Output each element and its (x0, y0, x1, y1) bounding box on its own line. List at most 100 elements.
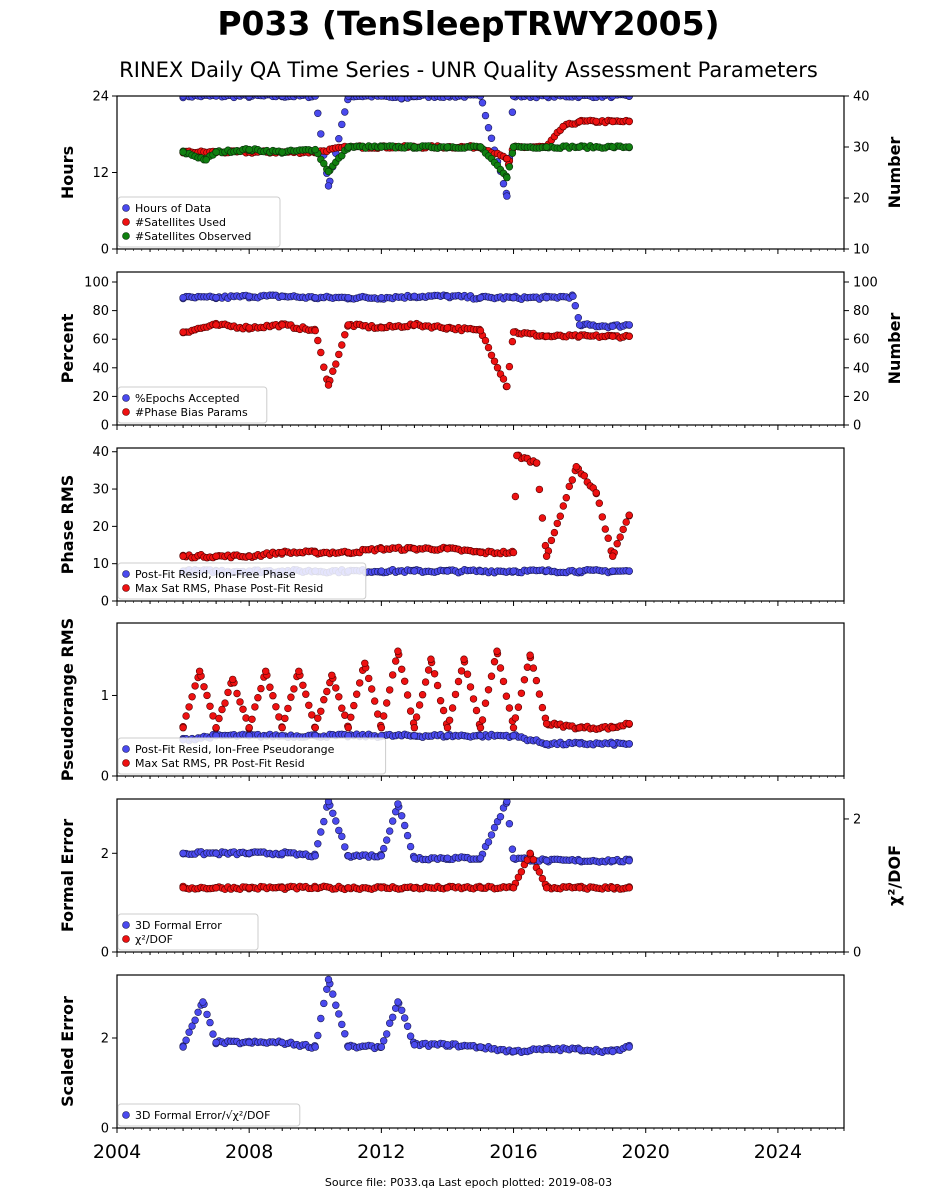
data-point (511, 492, 520, 501)
legend-marker (122, 584, 130, 592)
data-point (499, 677, 508, 686)
data-point (526, 849, 534, 857)
data-point (284, 704, 292, 713)
plot-area (179, 975, 633, 1057)
legend-frame (117, 386, 268, 424)
data-point (179, 552, 187, 560)
data-point (287, 693, 295, 701)
data-point (401, 1014, 409, 1022)
data-point (262, 667, 270, 675)
data-point (509, 96, 518, 100)
data-point (311, 145, 319, 154)
data-point (503, 382, 511, 391)
y-tick-label: 2 (101, 847, 109, 862)
data-point (377, 96, 386, 100)
y2-tick-label: 100 (853, 276, 878, 291)
data-point (509, 854, 518, 862)
data-point (410, 731, 419, 740)
data-point (443, 884, 452, 892)
data-point (324, 381, 333, 389)
data-point (410, 143, 419, 151)
data-point (535, 868, 544, 876)
data-point (476, 1043, 485, 1051)
y-tick-label: 0 (101, 1122, 109, 1137)
y2-tick-label: 60 (853, 333, 870, 348)
data-point (514, 703, 523, 711)
data-point (608, 552, 617, 560)
data-point (625, 143, 633, 151)
y-tick-label: 40 (92, 445, 109, 460)
data-point (389, 817, 397, 825)
data-point (377, 545, 386, 553)
legend-entry: 3D Formal Error (135, 919, 222, 932)
legend: %Epochs Accepted#Phase Bias Params (117, 386, 268, 424)
x-tick-label: 2008 (225, 1141, 273, 1163)
series-%Epochs Accepted (179, 291, 633, 332)
data-point (239, 705, 247, 713)
data-point (476, 548, 485, 557)
data-point (490, 823, 499, 832)
data-point (565, 482, 573, 491)
data-point (344, 1043, 352, 1051)
data-point (476, 731, 485, 740)
data-point (490, 657, 499, 666)
data-point (317, 130, 325, 138)
data-point (377, 1043, 386, 1051)
data-point (542, 1045, 551, 1054)
data-point (317, 1014, 325, 1023)
y2-tick-label: 40 (853, 90, 870, 105)
data-point (341, 331, 349, 339)
data-point (323, 687, 331, 696)
data-point (542, 143, 551, 151)
data-point (625, 1043, 633, 1051)
data-point (311, 723, 319, 732)
data-point (575, 567, 584, 575)
data-point (377, 723, 386, 732)
data-point (575, 332, 584, 340)
data-point (182, 1036, 190, 1044)
data-point (386, 827, 394, 835)
data-point (571, 302, 579, 310)
data-point (278, 1038, 286, 1047)
data-point (443, 1041, 452, 1049)
data-point (443, 292, 452, 300)
data-point (344, 294, 352, 302)
data-point (463, 670, 472, 678)
data-point (182, 712, 190, 720)
data-point (350, 701, 358, 710)
data-point (415, 701, 424, 709)
data-point (608, 143, 617, 151)
data-point (224, 688, 232, 697)
y-tick-label: 40 (92, 361, 109, 376)
data-point (383, 1030, 391, 1038)
data-point (229, 675, 237, 684)
data-point (257, 684, 265, 693)
data-point (371, 697, 379, 705)
data-point (347, 713, 355, 721)
data-point (311, 852, 319, 860)
legend-marker (122, 570, 130, 578)
data-point (278, 148, 286, 156)
data-point (410, 292, 419, 300)
data-point (329, 990, 337, 998)
data-point (212, 849, 220, 857)
data-point (314, 1031, 322, 1040)
data-point (299, 681, 307, 689)
data-point (324, 167, 333, 176)
y-tick-label: 0 (101, 243, 109, 258)
data-point (574, 314, 582, 322)
data-point (209, 1030, 217, 1038)
legend-marker (122, 745, 130, 753)
data-point (311, 1043, 319, 1051)
footer-source-text: Source file: P033.qa Last epoch plotted:… (324, 1176, 613, 1189)
y-axis-label: Phase RMS (58, 475, 77, 575)
data-point (503, 173, 511, 182)
data-point (509, 884, 518, 892)
data-point (179, 849, 187, 857)
data-point (487, 672, 496, 680)
data-point (410, 854, 419, 862)
data-point (538, 514, 547, 522)
data-point (553, 519, 561, 528)
data-point (338, 1020, 346, 1029)
y-tick-label: 0 (101, 419, 109, 434)
